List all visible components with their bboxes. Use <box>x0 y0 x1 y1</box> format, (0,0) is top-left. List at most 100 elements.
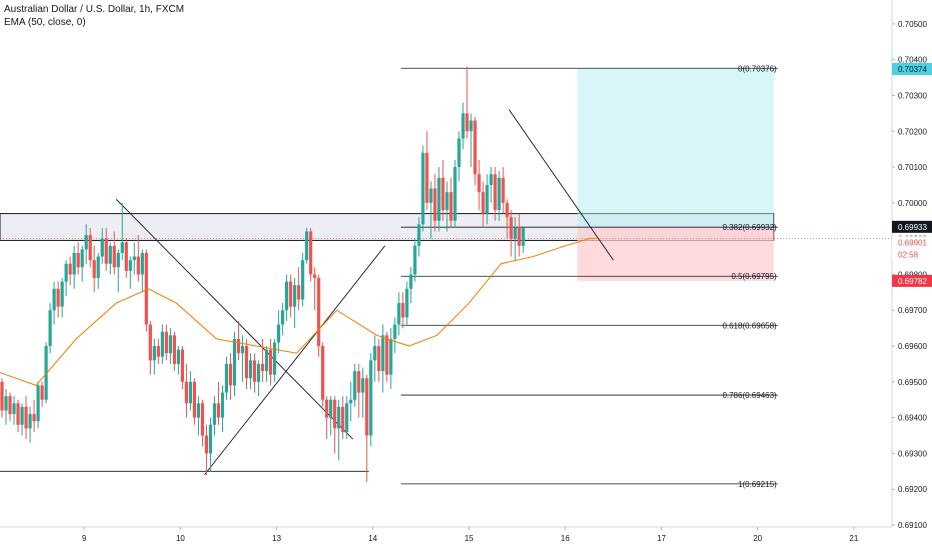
candle-body <box>144 252 148 325</box>
candle-body <box>377 346 381 372</box>
candle-body <box>401 303 405 318</box>
price-tick-label: 0.69500 <box>898 378 927 387</box>
price-tick-label: 0.70500 <box>898 20 927 29</box>
candle-body <box>36 385 40 422</box>
candle-body <box>148 324 152 361</box>
candle-body <box>104 238 108 264</box>
candle-body <box>208 424 213 454</box>
candle-body <box>365 378 369 436</box>
candle-body <box>20 406 24 425</box>
stop-zone[interactable] <box>577 227 774 281</box>
candle-body <box>437 177 441 221</box>
candle-body <box>156 346 160 357</box>
candle-body <box>140 252 144 275</box>
fib-level-label: 0.618(0.69658) <box>722 321 777 330</box>
candle-body <box>84 235 88 250</box>
candle-body <box>124 242 128 271</box>
candle-body <box>361 378 365 393</box>
price-tick-label: 0.69700 <box>898 306 927 315</box>
candle-body <box>501 177 505 203</box>
ema-price-tag: 0.69901 <box>898 238 927 247</box>
candle-body <box>64 263 68 282</box>
candle-body <box>381 335 385 372</box>
candle-body <box>0 381 4 411</box>
candle-body <box>333 399 337 429</box>
indicator-label[interactable]: EMA (50, close, 0) <box>4 17 86 28</box>
trend-line[interactable] <box>115 198 354 440</box>
candle-body <box>489 174 493 185</box>
candle-body <box>60 281 64 307</box>
candle-body <box>409 274 413 289</box>
candle-body <box>485 184 489 214</box>
candle-body <box>301 260 305 300</box>
candle-body <box>116 252 120 268</box>
price-tick-label: 0.69600 <box>898 342 927 351</box>
time-axis[interactable]: 9 10 13 14 15 16 17 20 21 <box>82 527 859 543</box>
fib-level-label: 0.786(0.69463) <box>722 391 777 400</box>
candle-body <box>256 363 261 382</box>
candle-body <box>4 396 8 411</box>
fib-level-label: 0.5(0.69795) <box>731 272 777 281</box>
candle-body <box>449 192 453 221</box>
price-tick-label: 0.70100 <box>898 163 927 172</box>
candle-body <box>273 342 277 375</box>
time-tick-label: 17 <box>657 534 666 543</box>
candle-body <box>269 349 273 375</box>
symbol-title[interactable]: Australian Dollar / U.S. Dollar, 1h, FXC… <box>4 4 185 15</box>
candle-body <box>56 288 60 307</box>
candle-body <box>349 399 353 404</box>
candle-body <box>277 324 281 343</box>
candle-body <box>96 256 100 279</box>
fib-level-label: 1(0.69215) <box>738 480 777 489</box>
candle-body <box>192 381 197 418</box>
candle-body <box>88 235 92 261</box>
candle-body <box>200 403 205 436</box>
price-tick-label: 0.69100 <box>898 521 927 530</box>
candle-body <box>228 363 233 386</box>
time-tick-label: 16 <box>561 534 570 543</box>
candle-body <box>44 346 48 400</box>
fib-level-label: 0(0.70376) <box>738 64 777 73</box>
price-tags-layer: 0.70374 0.69933 0.69901 02:58 0.69782 <box>892 62 932 287</box>
zones-layer <box>0 0 893 528</box>
candles-layer <box>0 66 525 483</box>
candle-body <box>353 371 357 400</box>
candle-body <box>152 346 156 361</box>
candle-body <box>369 360 373 436</box>
fib-level-label: 0.382(0.69932) <box>722 223 777 232</box>
candle-body <box>212 403 217 425</box>
candle-body <box>32 414 36 422</box>
candle-body <box>493 174 497 211</box>
current-price-tag-bg <box>892 220 932 233</box>
target-zone[interactable] <box>577 68 774 228</box>
candle-body <box>240 346 245 354</box>
candle-body <box>313 274 317 279</box>
candle-body <box>260 363 265 372</box>
candle-body <box>429 188 433 203</box>
candle-body <box>329 399 333 418</box>
candle-body <box>461 113 465 139</box>
candle-body <box>160 331 164 357</box>
current-price-tag: 0.69933 <box>898 223 927 232</box>
price-tick-label: 0.69400 <box>898 414 927 423</box>
target-price-tag-bg <box>892 62 932 75</box>
candle-body <box>325 399 329 418</box>
time-tick-label: 10 <box>176 534 185 543</box>
stop-price-tag-bg <box>892 274 932 287</box>
chart-legend: Australian Dollar / U.S. Dollar, 1h, FXC… <box>4 3 184 29</box>
candle-body <box>244 346 249 379</box>
candle-body <box>389 338 393 375</box>
candle-body <box>341 406 345 432</box>
trend-line[interactable] <box>204 245 386 476</box>
trend-line[interactable] <box>508 109 614 261</box>
candle-body <box>188 381 193 404</box>
candle-body <box>321 346 325 400</box>
time-tick-label: 13 <box>272 534 281 543</box>
candle-body <box>297 285 301 300</box>
candle-body <box>305 231 309 261</box>
candle-body <box>481 192 485 214</box>
candle-body <box>473 120 477 175</box>
candle-body <box>204 435 209 454</box>
ema-line <box>0 237 598 386</box>
